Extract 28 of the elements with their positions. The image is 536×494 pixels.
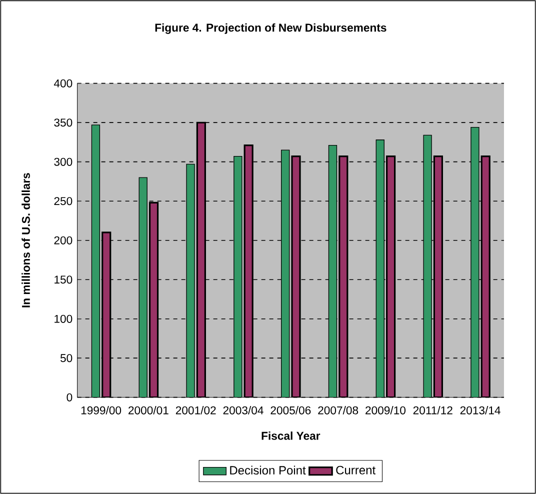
legend-label: Current bbox=[336, 466, 376, 474]
x-tick-label: 2013/14 bbox=[460, 406, 500, 414]
x-tick-label: 2001/02 bbox=[176, 406, 216, 414]
x-tick-label: 2007/08 bbox=[318, 406, 358, 414]
bar bbox=[138, 177, 148, 398]
x-tick-label: 2005/06 bbox=[270, 406, 311, 414]
bar bbox=[91, 124, 100, 398]
y-axis-title: In millions of U.S. dollars bbox=[22, 173, 30, 308]
chart-title: Figure 4. Projection of New Disbursements bbox=[155, 23, 386, 34]
x-tick-label: 1999/00 bbox=[81, 406, 122, 414]
legend-label: Decision Point bbox=[230, 466, 306, 475]
bar bbox=[280, 150, 290, 398]
y-tick-label: 200 bbox=[54, 236, 72, 244]
y-tick-label: 350 bbox=[54, 118, 72, 127]
y-tick-label: 100 bbox=[54, 314, 72, 323]
x-axis-title: Fiscal Year bbox=[262, 432, 320, 440]
bar bbox=[376, 140, 384, 398]
x-tick-label: 2003/04 bbox=[223, 406, 264, 414]
bar bbox=[328, 145, 338, 398]
y-tick-label: 250 bbox=[54, 197, 72, 206]
x-tick-label: 2011/12 bbox=[413, 406, 452, 414]
x-tick-label: 2009/10 bbox=[366, 406, 406, 414]
x-tick-label: 2000/01 bbox=[128, 406, 168, 414]
y-tick-label: 300 bbox=[54, 158, 72, 166]
y-tick-label: 50 bbox=[60, 354, 72, 362]
y-tick-label: 0 bbox=[66, 393, 72, 402]
y-tick-label: 150 bbox=[54, 276, 72, 284]
y-tick-label: 400 bbox=[54, 79, 72, 88]
